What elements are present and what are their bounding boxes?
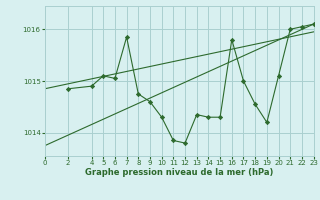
X-axis label: Graphe pression niveau de la mer (hPa): Graphe pression niveau de la mer (hPa) — [85, 168, 273, 177]
